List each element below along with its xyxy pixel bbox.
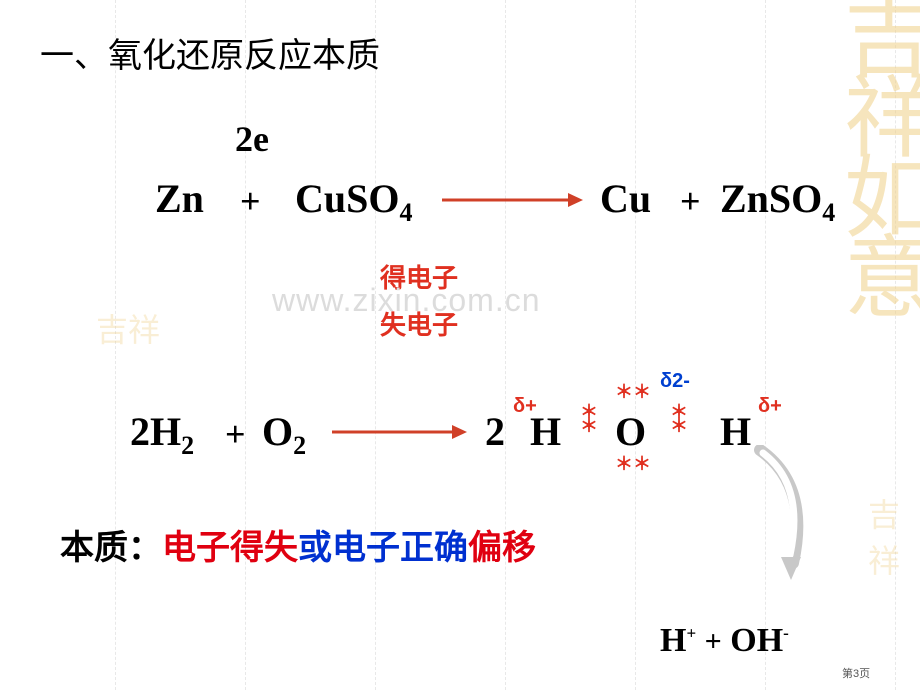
- decoration-top-right: 吉祥如意: [839, 0, 920, 310]
- ion-oh: OH: [730, 622, 783, 659]
- eq2-h1-charge: δ+: [513, 395, 537, 418]
- ion-oh-charge: -: [783, 624, 789, 643]
- section-title: 一、氧化还原反应本质: [40, 28, 380, 77]
- essence-line: 本质：电子得失或电子正确偏移: [60, 520, 536, 569]
- eq2-h2-charge: δ+: [758, 395, 782, 418]
- ion-h: H: [660, 622, 686, 659]
- ion-h-charge: +: [686, 624, 696, 643]
- page-number: 第3页: [842, 665, 870, 681]
- eq2-2h2: 2H2: [130, 408, 194, 461]
- eq1-cu: Cu: [600, 175, 651, 222]
- ions-line: H+ + OH-: [660, 622, 789, 660]
- essence-red-1: 电子得失: [162, 529, 298, 567]
- eq2-o2: O2: [262, 408, 306, 461]
- watermark-text: www.zixin.com.cn: [272, 282, 541, 319]
- eq1-cuso4-sub: 4: [400, 198, 413, 227]
- eq2-o-charge: δ2-: [660, 370, 690, 393]
- electron-transfer-label: 2e: [235, 118, 269, 160]
- guide-line: [245, 0, 246, 690]
- eq2-arrow: [330, 420, 470, 444]
- eq1-plus-2: +: [680, 180, 701, 222]
- eq1-cuso4: CuSO4: [295, 175, 413, 228]
- essence-red-2: 偏移: [468, 529, 536, 567]
- eq1-arrow: [440, 188, 585, 212]
- lewis-pair-1: ＊＊: [580, 405, 598, 433]
- eq2-o2-text: O: [262, 409, 293, 454]
- eq2-2h2-text: 2H: [130, 409, 181, 454]
- guide-line: [635, 0, 636, 690]
- eq2-o: O: [615, 408, 646, 455]
- decoration-small-2: 吉祥: [868, 490, 920, 582]
- essence-blue: 或电子正确: [298, 529, 468, 567]
- lewis-lone-bottom: ＊＊: [615, 450, 651, 476]
- guide-line: [115, 0, 116, 690]
- guide-line: [375, 0, 376, 690]
- guide-line: [505, 0, 506, 690]
- ions-plus: +: [705, 625, 722, 658]
- eq1-plus-1: +: [240, 180, 261, 222]
- lewis-lone-top: ＊＊: [615, 378, 651, 404]
- guide-line: [895, 0, 896, 690]
- eq1-znso4-text: ZnSO: [720, 176, 822, 221]
- dissociation-arrow: [745, 445, 825, 595]
- eq2-coef-2: 2: [485, 408, 505, 455]
- eq2-o2-sub: 2: [293, 431, 306, 460]
- eq2-plus: +: [225, 413, 246, 455]
- eq1-cuso4-text: CuSO: [295, 176, 400, 221]
- eq1-znso4: ZnSO4: [720, 175, 835, 228]
- essence-label: 本质：: [60, 529, 162, 567]
- lewis-pair-2: ＊＊: [670, 405, 688, 433]
- eq1-zn: Zn: [155, 175, 204, 222]
- decoration-small-1: 吉祥: [96, 305, 160, 351]
- eq2-2h2-sub: 2: [181, 431, 194, 460]
- eq1-znso4-sub: 4: [822, 198, 835, 227]
